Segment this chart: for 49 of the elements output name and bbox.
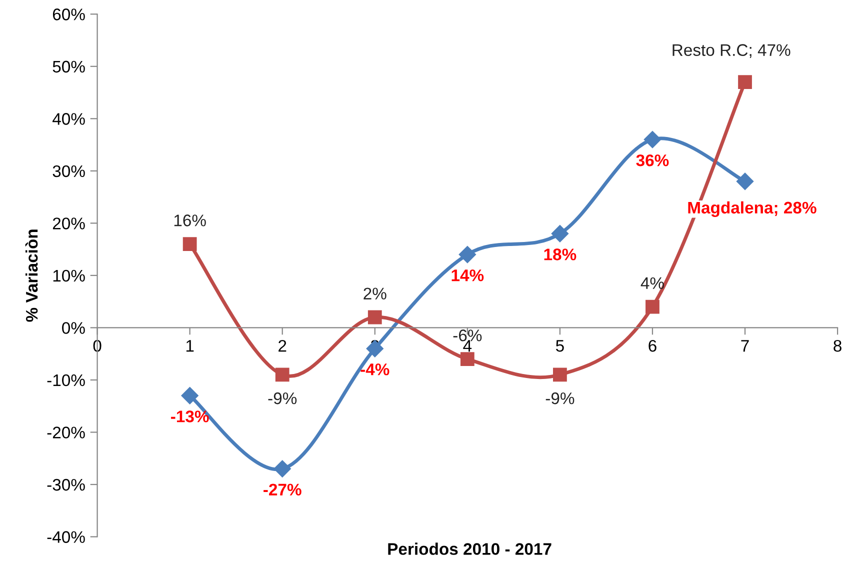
point xyxy=(736,172,754,190)
x-tick-label: 4 xyxy=(463,340,472,352)
data-label: -13% xyxy=(171,410,209,422)
data-label: -9% xyxy=(546,392,574,404)
y-tick-label: 0% xyxy=(62,322,85,334)
x-tick-label: 6 xyxy=(648,340,656,352)
y-tick-label: 10% xyxy=(53,270,85,282)
data-label: 16% xyxy=(174,214,206,226)
point xyxy=(275,368,290,382)
point xyxy=(551,225,568,242)
data-label: Magdalena; 28% xyxy=(688,201,816,217)
data-label: 18% xyxy=(544,248,576,260)
x-axis-title: Periodos 2010 - 2017 xyxy=(388,542,552,555)
point xyxy=(274,460,291,478)
point xyxy=(646,300,660,314)
y-axis-title: % Variaciòn xyxy=(25,230,38,322)
point xyxy=(553,368,567,382)
y-tick-label: 60% xyxy=(52,8,85,20)
point xyxy=(458,246,476,264)
point xyxy=(368,310,382,324)
point xyxy=(366,340,384,358)
y-tick-label: -20% xyxy=(47,426,85,438)
y-tick-label: -40% xyxy=(47,531,85,543)
data-label: 2% xyxy=(364,288,386,300)
point xyxy=(738,75,752,90)
y-tick-label: 30% xyxy=(52,165,85,178)
x-tick-label: 5 xyxy=(556,340,564,352)
y-tick-label: 20% xyxy=(52,218,85,230)
data-label: 36% xyxy=(636,154,669,166)
y-tick-label: 40% xyxy=(52,113,85,125)
data-label: -27% xyxy=(264,484,302,496)
x-tick-label: 0 xyxy=(93,340,102,352)
data-label: 14% xyxy=(452,269,484,282)
point xyxy=(182,237,197,252)
point xyxy=(644,131,662,148)
x-tick-label: 8 xyxy=(834,340,842,352)
y-tick-label: -10% xyxy=(47,374,85,386)
point xyxy=(181,387,198,404)
data-label: Resto R.C; 47% xyxy=(672,44,790,58)
point xyxy=(460,352,474,366)
y-tick-label: 50% xyxy=(52,60,85,73)
y-tick-label: -30% xyxy=(47,478,85,491)
x-tick-label: 7 xyxy=(741,340,749,352)
data-label: -9% xyxy=(268,392,297,404)
data-label: 4% xyxy=(640,277,664,289)
x-tick-label: 2 xyxy=(278,340,286,352)
data-label: -4% xyxy=(360,364,390,376)
x-tick-label: 1 xyxy=(186,340,194,352)
data-label: -6% xyxy=(453,330,482,342)
